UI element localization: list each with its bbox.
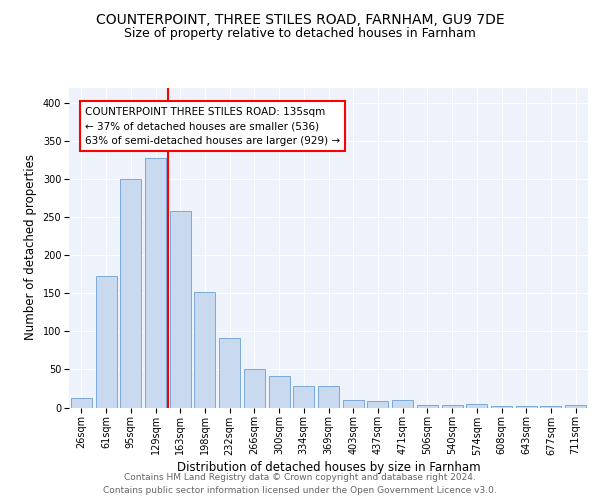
Bar	[269, 376, 290, 408]
Bar	[541, 406, 562, 407]
Bar	[71, 398, 92, 407]
Bar	[194, 292, 215, 408]
Bar	[491, 406, 512, 407]
Text: COUNTERPOINT THREE STILES ROAD: 135sqm
← 37% of detached houses are smaller (536: COUNTERPOINT THREE STILES ROAD: 135sqm ←…	[85, 106, 340, 146]
Bar	[95, 276, 116, 407]
Bar	[466, 404, 487, 407]
Text: COUNTERPOINT, THREE STILES ROAD, FARNHAM, GU9 7DE: COUNTERPOINT, THREE STILES ROAD, FARNHAM…	[95, 12, 505, 26]
Bar	[219, 338, 240, 407]
Bar	[417, 405, 438, 407]
Bar	[516, 406, 537, 407]
Bar	[318, 386, 339, 407]
Bar	[442, 405, 463, 407]
Bar	[392, 400, 413, 407]
Bar	[565, 405, 586, 407]
Bar	[120, 179, 141, 408]
X-axis label: Distribution of detached houses by size in Farnham: Distribution of detached houses by size …	[176, 462, 481, 474]
Bar	[244, 370, 265, 408]
Text: Contains HM Land Registry data © Crown copyright and database right 2024.
Contai: Contains HM Land Registry data © Crown c…	[103, 474, 497, 495]
Bar	[293, 386, 314, 407]
Y-axis label: Number of detached properties: Number of detached properties	[24, 154, 37, 340]
Bar	[145, 158, 166, 408]
Bar	[343, 400, 364, 407]
Bar	[367, 400, 388, 407]
Text: Size of property relative to detached houses in Farnham: Size of property relative to detached ho…	[124, 28, 476, 40]
Bar	[170, 211, 191, 408]
